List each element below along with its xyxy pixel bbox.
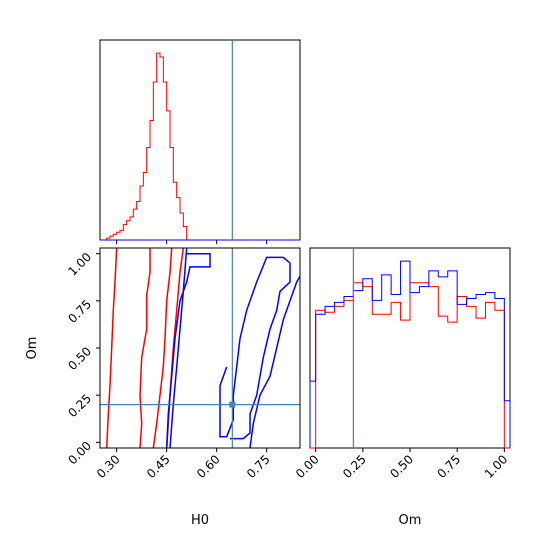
- hist-H0-panel: [99, 39, 301, 244]
- red-contour-0: [105, 248, 118, 448]
- blue-contour-6: [219, 256, 291, 440]
- red-contour-2: [152, 248, 173, 448]
- scatter-contours: [105, 248, 300, 448]
- blue-contour-7: [249, 275, 300, 448]
- red-contour-1: [139, 248, 151, 448]
- scatter-xlabel: H0: [191, 513, 209, 528]
- hist-Om-red-series: [310, 282, 510, 449]
- hist-Om-xlabel: Om: [399, 513, 422, 528]
- scatter-ylabel: Om: [25, 337, 40, 360]
- scatter-H0-Om-panel: 0.30 0.45 0.60 0.75 0.000.250.500.751.00 H0…: [25, 247, 301, 528]
- scatter-truth-point: [229, 401, 236, 408]
- hist-Om-blue-series: [309, 260, 511, 448]
- blue-contour-4: [169, 248, 188, 448]
- blue-contour-5: [165, 252, 211, 448]
- hist-H0-xticks: [116, 240, 268, 244]
